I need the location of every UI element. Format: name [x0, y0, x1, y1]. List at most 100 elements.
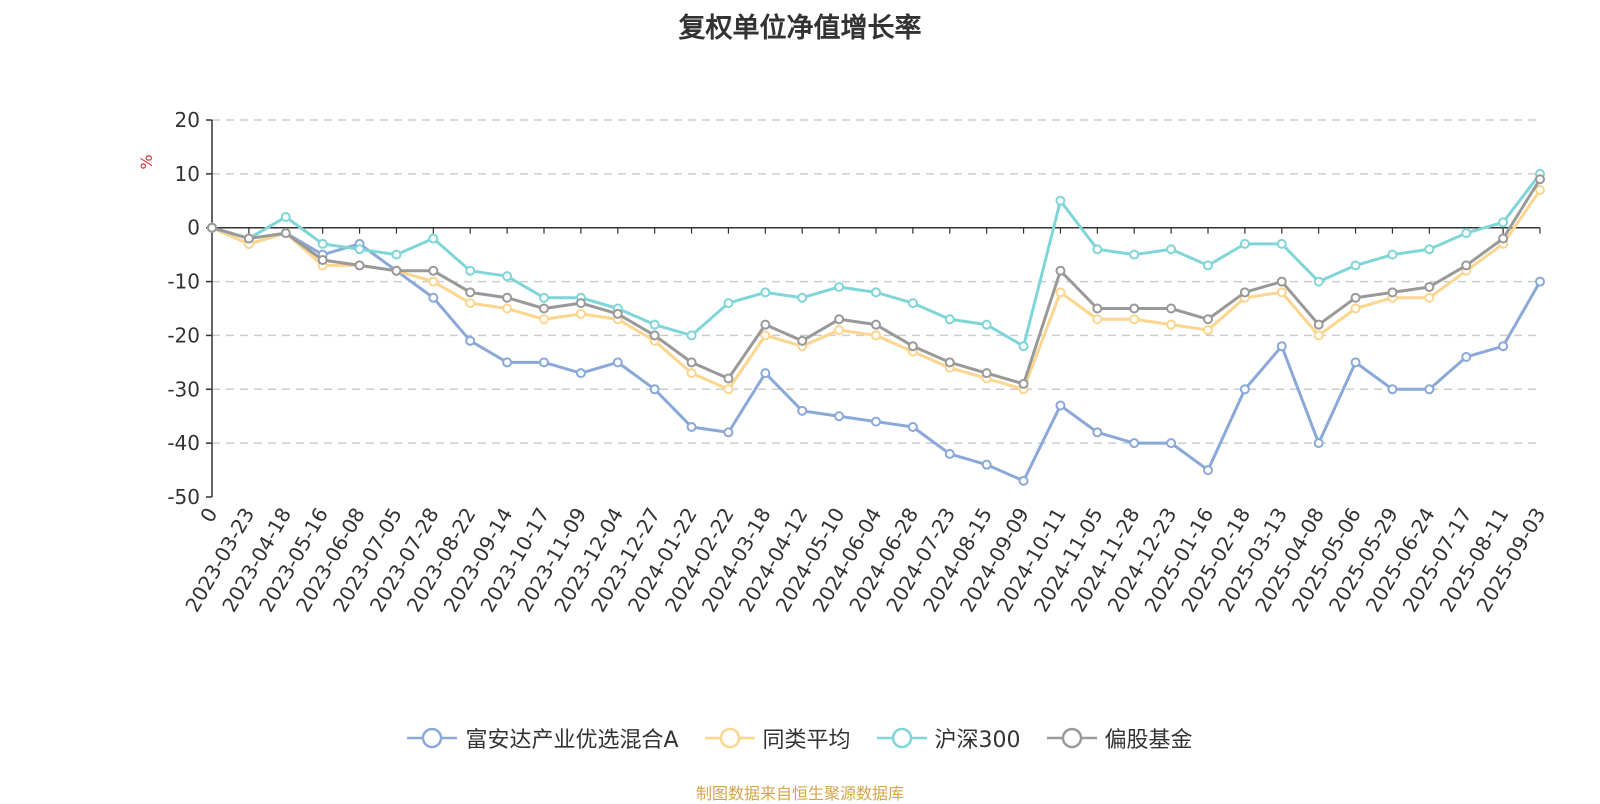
data-point [723, 427, 734, 438]
legend-item[interactable]: 富安达产业优选混合A [407, 722, 679, 754]
data-point [1387, 287, 1398, 298]
data-point [391, 265, 402, 276]
legend-line-icon [876, 727, 927, 749]
legend-item[interactable]: 沪深300 [876, 722, 1021, 754]
data-point [834, 411, 845, 422]
y-tick-label: -10 [167, 270, 200, 294]
y-tick-label: 0 [187, 216, 200, 240]
data-point [1276, 341, 1287, 352]
data-point [907, 341, 918, 352]
data-point [1203, 260, 1213, 271]
data-point [1092, 303, 1103, 314]
data-point [649, 330, 660, 341]
data-point [1129, 438, 1140, 449]
data-point [1129, 314, 1140, 325]
data-point [428, 292, 439, 303]
legend-item[interactable]: 同类平均 [704, 722, 851, 754]
data-point [1055, 400, 1066, 411]
y-axis-label: % [137, 154, 156, 169]
data-point [502, 357, 513, 368]
data-point [1055, 265, 1066, 276]
data-point [428, 276, 439, 287]
y-tick-label: 20 [175, 108, 200, 132]
chart-title: 复权单位净值增长率 [678, 13, 922, 44]
data-point [981, 459, 992, 470]
data-point [1461, 228, 1472, 239]
data-point [428, 233, 439, 244]
data-point [539, 357, 549, 368]
data-point [907, 298, 918, 309]
data-point [1535, 185, 1545, 196]
data-point [1350, 260, 1361, 271]
y-tick-label: -50 [167, 485, 200, 509]
data-point [1018, 475, 1029, 486]
data-point [760, 287, 771, 298]
legend-label: 同类平均 [762, 728, 851, 753]
data-point [1313, 319, 1324, 330]
data-point [354, 244, 365, 255]
legend-line-icon [407, 727, 458, 749]
data-point [502, 303, 513, 314]
y-tick-label: -20 [167, 323, 200, 347]
legend-item[interactable]: 偏股基金 [1046, 722, 1193, 754]
data-point [502, 271, 513, 282]
data-point [465, 298, 476, 309]
data-point [871, 330, 881, 341]
data-point [1239, 287, 1250, 298]
data-point [1498, 217, 1509, 228]
data-point [834, 325, 845, 336]
legend-label: 沪深300 [934, 728, 1021, 753]
data-point [575, 298, 586, 309]
data-point [465, 335, 476, 346]
data-point [1018, 341, 1029, 352]
data-point [723, 384, 734, 395]
legend-label: 富安达产业优选混合A [465, 728, 679, 753]
line-chart: 20100-10-20-30-40-5002023-03-232023-04-1… [137, 108, 1550, 616]
data-point [1166, 319, 1177, 330]
data-point [686, 330, 697, 341]
data-point [1313, 276, 1324, 287]
data-point [1203, 325, 1213, 336]
data-point [1350, 357, 1361, 368]
data-point [907, 421, 918, 432]
data-point [723, 298, 734, 309]
data-point [1055, 287, 1066, 298]
data-point [797, 292, 808, 303]
data-point [686, 357, 697, 368]
axis-layer: 20100-10-20-30-40-5002023-03-232023-04-1… [167, 108, 1550, 616]
data-point [834, 281, 845, 292]
legend-line-icon [704, 727, 755, 749]
data-point [686, 421, 697, 432]
legend-line-icon [1046, 727, 1097, 749]
data-point [1203, 314, 1213, 325]
data-point [317, 255, 328, 266]
data-point [1092, 427, 1103, 438]
data-point [944, 357, 955, 368]
y-tick-label: 10 [175, 162, 200, 186]
data-point [1239, 384, 1250, 395]
data-point [1129, 249, 1140, 260]
data-point [391, 249, 402, 260]
data-point [575, 308, 586, 319]
legend-label: 偏股基金 [1104, 728, 1193, 753]
data-point [981, 368, 992, 379]
data-point [760, 330, 771, 341]
data-point [1092, 244, 1103, 255]
data-point [981, 319, 992, 330]
data-point [1424, 281, 1435, 292]
data-point [760, 319, 771, 330]
data-point [871, 287, 881, 298]
data-point [1166, 244, 1177, 255]
data-point [1129, 303, 1140, 314]
data-point [1387, 384, 1398, 395]
data-point [686, 368, 697, 379]
data-point [1203, 465, 1213, 476]
data-point [871, 416, 881, 427]
data-point [1424, 384, 1435, 395]
data-point [428, 265, 439, 276]
data-point [1387, 249, 1398, 260]
data-point [539, 292, 549, 303]
data-point [612, 308, 623, 319]
data-point [1461, 351, 1472, 362]
data-point [1239, 238, 1250, 249]
